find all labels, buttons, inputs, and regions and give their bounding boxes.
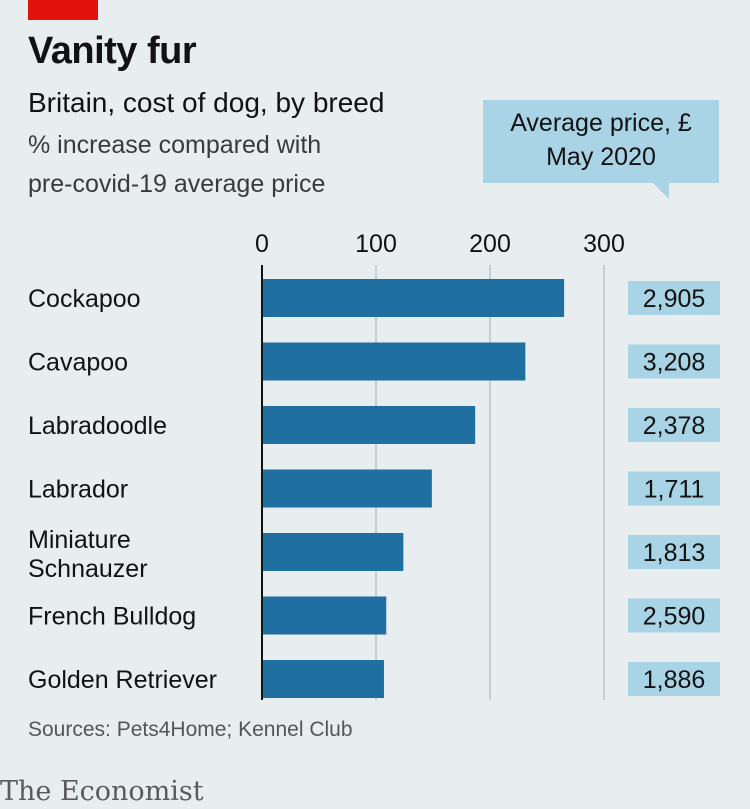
price-box xyxy=(628,598,720,633)
price-header-line2: May 2020 xyxy=(546,143,656,171)
price-label: 2,905 xyxy=(643,285,706,313)
bar xyxy=(263,406,476,444)
category-label: Golden Retriever xyxy=(28,666,217,694)
chart-description-line2: pre-covid-19 average price xyxy=(28,170,326,198)
economist-logo: The Economist xyxy=(0,776,204,807)
category-label: Miniature Schnauzer xyxy=(28,526,148,583)
category-label: Cavapoo xyxy=(28,349,128,377)
price-box xyxy=(628,408,720,442)
price-box xyxy=(628,344,720,379)
price-header-pointer xyxy=(653,183,669,199)
bar xyxy=(263,279,565,317)
bar xyxy=(263,469,432,508)
x-tick-label: 200 xyxy=(469,230,511,258)
price-label: 1,886 xyxy=(643,666,706,694)
price-label: 2,590 xyxy=(643,603,706,631)
bar xyxy=(263,533,404,571)
price-column-header: Average price, £ May 2020 xyxy=(483,100,719,199)
category-label: Labrador xyxy=(28,476,128,504)
price-box xyxy=(628,662,720,696)
price-label: 2,378 xyxy=(643,412,706,440)
price-label: 3,208 xyxy=(643,349,706,377)
brand-red-tag xyxy=(28,0,98,20)
chart-title: Vanity fur xyxy=(28,30,197,72)
x-tick-label: 100 xyxy=(355,230,397,258)
price-box xyxy=(628,281,720,315)
chart-description-line1: % increase compared with xyxy=(28,131,322,159)
bar xyxy=(263,660,384,698)
x-tick-label: 300 xyxy=(583,230,625,258)
chart-subtitle: Britain, cost of dog, by breed xyxy=(28,87,385,118)
price-label: 1,813 xyxy=(643,539,706,567)
price-label: 1,711 xyxy=(644,476,705,504)
category-label: Labradoodle xyxy=(28,412,167,440)
price-box xyxy=(628,535,720,569)
category-label: Cockapoo xyxy=(28,285,141,313)
price-header-line1: Average price, £ xyxy=(510,109,692,137)
source-note: Sources: Pets4Home; Kennel Club xyxy=(28,718,353,741)
category-label: French Bulldog xyxy=(28,603,196,631)
bar xyxy=(263,342,526,381)
price-box xyxy=(628,471,720,506)
bar xyxy=(263,596,387,635)
x-tick-label: 0 xyxy=(255,230,269,258)
